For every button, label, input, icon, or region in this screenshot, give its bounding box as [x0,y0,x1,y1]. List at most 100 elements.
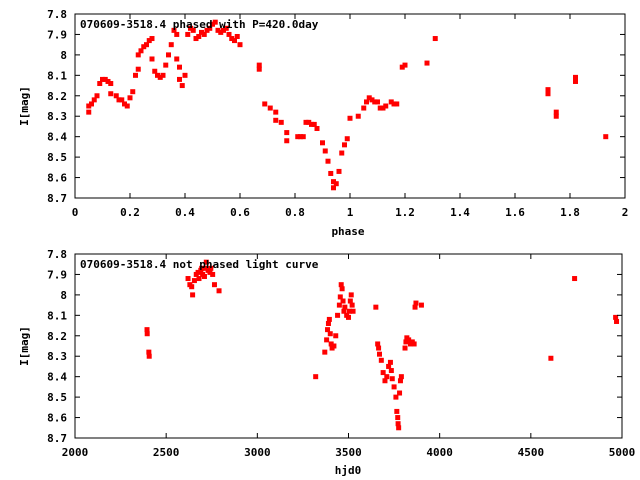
phased-data-point [221,27,226,33]
phased-data-point [149,36,155,42]
phased-data-point [168,42,174,48]
phased-data-point [174,31,180,37]
unphased-data-point [189,284,195,290]
unphased-chart-title: 070609-3518.4 not phased light curve [80,258,319,271]
phased-data-point [130,89,136,95]
unphased-data-point [327,331,333,337]
unphased-data-point [397,378,403,384]
phased-data-point [331,179,336,185]
phased-data-point [303,119,309,125]
unphased-data-point [144,331,150,337]
phased-data-point [306,119,312,125]
phased-data-point [342,142,347,148]
phased-y-tick-label: 8.2 [47,90,67,103]
unphased-data-point [146,349,152,355]
phased-data-point [344,136,350,142]
phased-y-tick-label: 8.4 [47,131,67,144]
phased-x-ticks: 0 0.2 0.4 0.6 0.8 1 1.2 1.4 1.6 1.8 2 [72,14,628,219]
phased-data-point [171,27,177,33]
unphased-data-point [413,300,419,306]
phased-data-point [179,83,185,89]
phased-y-tick-label: 7.8 [47,8,67,21]
unphased-x-tick-label: 5000 [609,446,636,459]
phased-data-point [135,52,141,58]
phased-data-point [149,56,155,62]
phased-data-point [188,25,193,31]
unphased-data-point [406,337,412,343]
unphased-y-tick-label: 8.4 [47,371,67,384]
phased-data-point [185,31,191,37]
unphased-data-point [185,276,191,282]
phased-y-tick-label: 8.7 [47,192,67,205]
unphased-data-point [548,355,554,361]
phased-data-point [108,81,114,87]
unphased-data-point [335,312,341,318]
phased-data-point [355,113,361,119]
unphased-y-tick-label: 8.7 [47,432,67,445]
phased-x-tick-label: 0.8 [285,206,305,219]
unphased-data-point [394,408,400,414]
phased-data-point [394,101,400,107]
unphased-data-point [313,374,319,380]
unphased-data-point [324,337,330,343]
phased-data-point [163,62,169,68]
phased-data-point [193,36,199,42]
phased-data-point [273,117,279,123]
unphased-y-tick-label: 8.1 [47,309,67,322]
unphased-data-point [348,292,354,298]
phased-data-point [157,74,163,80]
phased-data-point [339,150,345,156]
phased-data-point [177,76,182,82]
phased-data-point [182,72,188,78]
unphased-data-point [378,357,384,363]
phased-data-point [284,138,290,144]
phased-data-point [333,181,339,187]
phased-data-point [124,103,130,109]
unphased-data-point [208,265,214,271]
phased-data-point [89,101,94,107]
unphased-data-point [386,363,392,369]
unphased-data-point [144,327,150,333]
phased-x-tick-label: 1.8 [560,206,580,219]
phased-data-point [377,105,383,111]
phased-data-point [336,168,342,174]
unphased-data-point [403,339,409,345]
unphased-data-point [347,298,353,304]
phased-y-tick-label: 7.9 [47,28,67,41]
phased-data-point [553,109,559,115]
unphased-data-point [326,316,332,322]
phased-data-point [347,115,353,121]
phased-data-point [135,66,141,72]
unphased-data-point [572,276,578,282]
phased-data-point [298,134,303,140]
phased-data-point [133,72,138,78]
phased-data-point [262,101,268,107]
phased-data-point [100,76,105,82]
unphased-data-point [388,368,394,374]
phased-data-point [204,27,210,33]
unphased-data-point [322,349,328,355]
phased-x-tick-label: 1.6 [505,206,525,219]
phased-data-point [152,68,158,74]
phased-data-point [141,44,147,50]
unphased-y-ticks: 7.8 7.9 8 8.1 8.2 8.3 8.4 8.5 8.6 8.7 [47,248,622,445]
phased-data-point [361,105,367,111]
phased-data-point [102,76,108,82]
phased-data-point [207,25,213,31]
phased-x-tick-label: 0.2 [120,206,140,219]
phased-data-point [234,33,240,39]
phased-data-point [166,52,171,58]
phased-data-point [388,99,394,105]
unphased-data-point [146,353,152,359]
unphased-data-point [331,343,337,349]
phased-data-point [424,60,430,66]
phased-data-point [284,130,290,136]
phased-data-point [380,105,386,111]
unphased-data-point [397,390,403,396]
unphased-data-point [211,282,217,288]
phased-data-point [237,42,243,48]
unphased-data-point [373,304,379,310]
unphased-data-point [336,302,342,308]
unphased-data-point [191,278,197,284]
phased-data-point [309,121,314,127]
